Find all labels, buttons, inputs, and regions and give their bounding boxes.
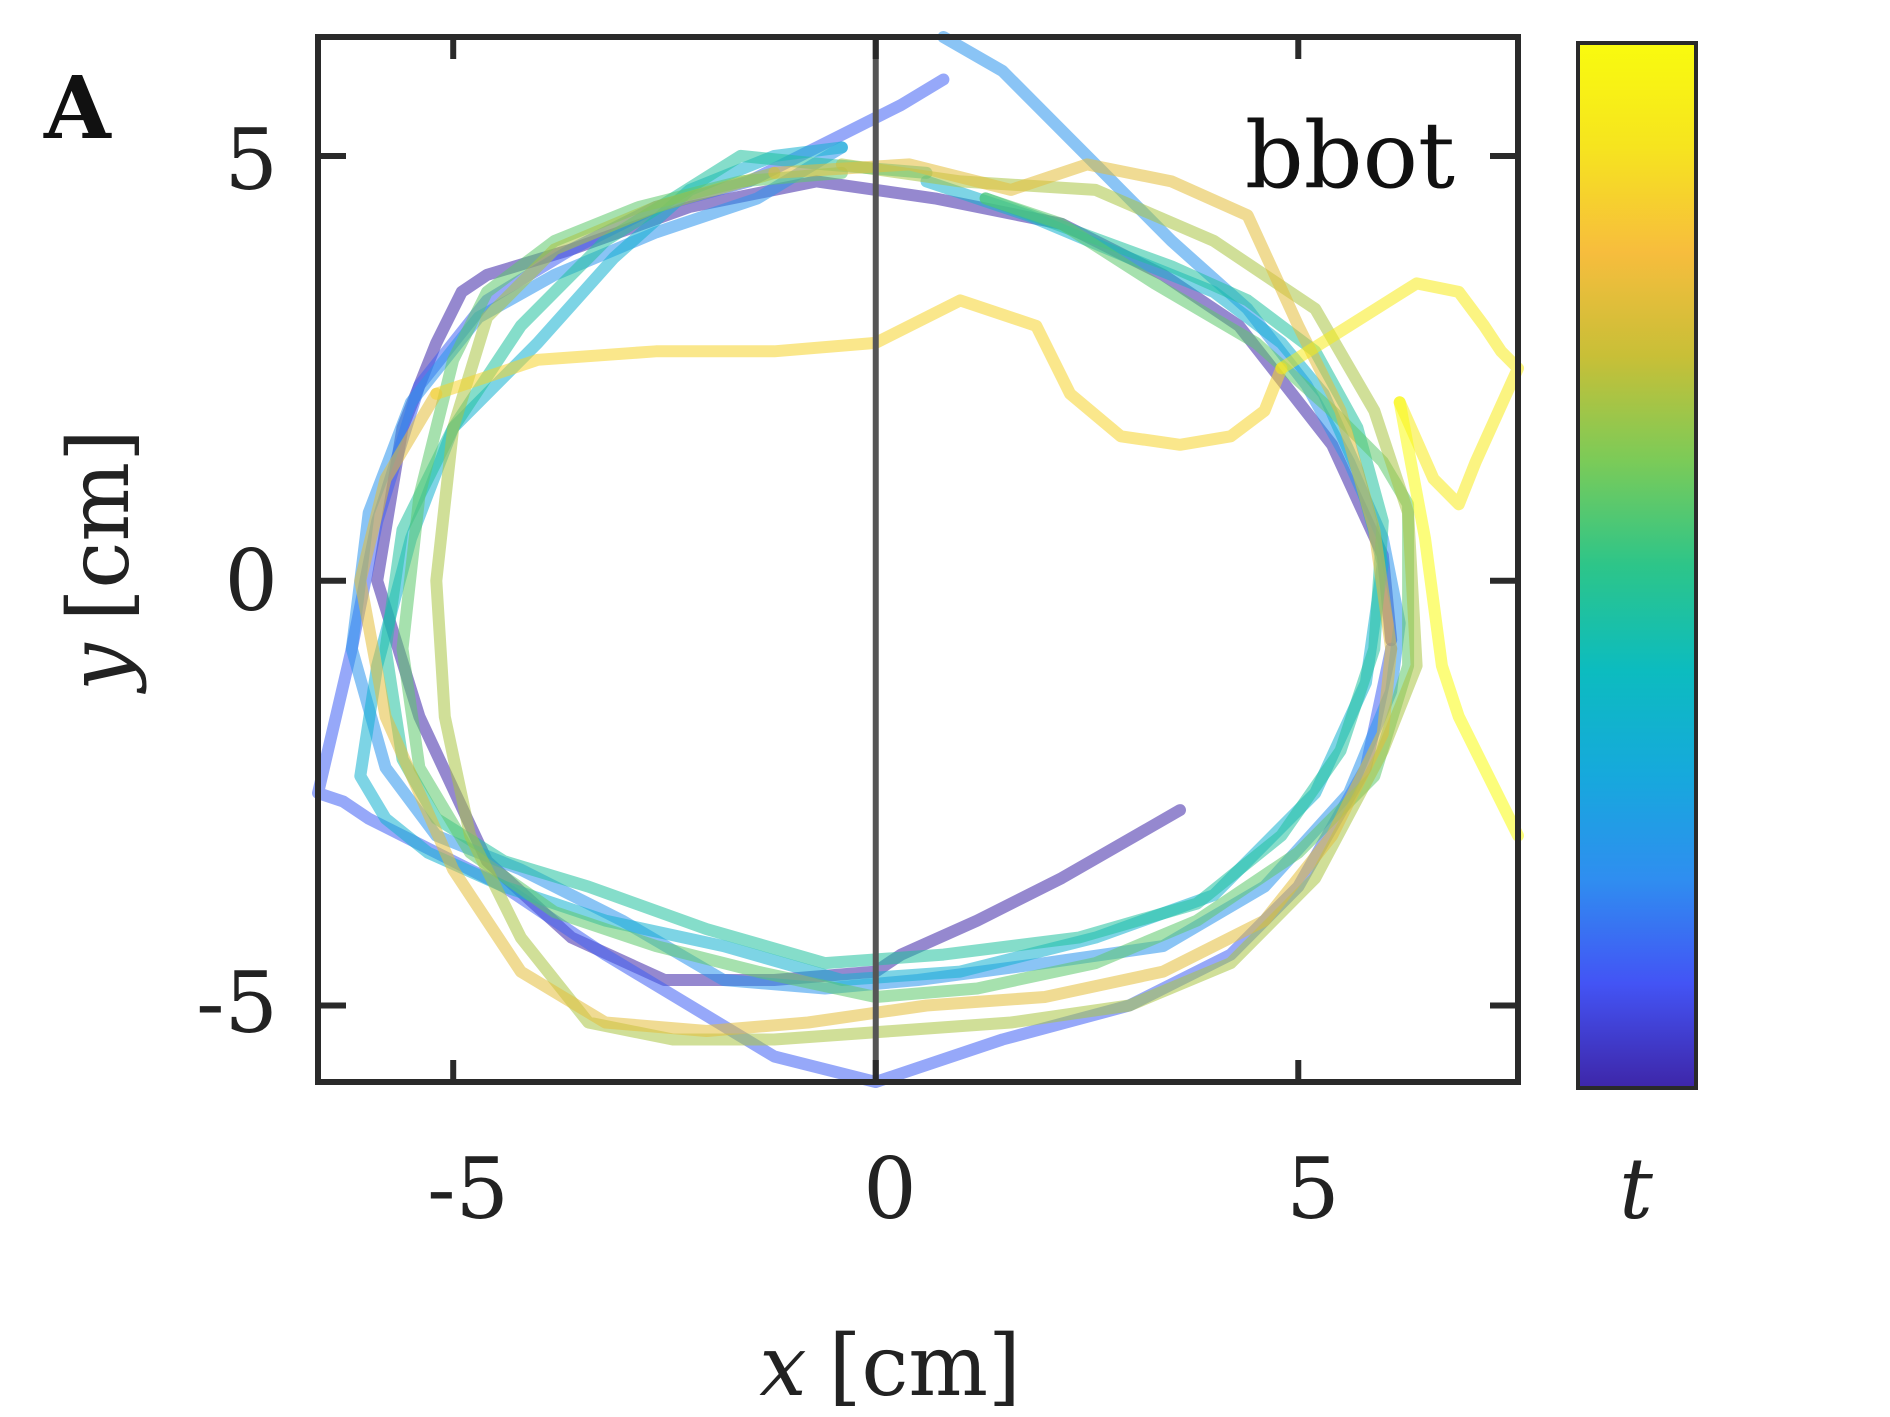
y-axis-label: y [cm]: [50, 429, 148, 695]
x-axis-variable: x: [759, 1317, 806, 1415]
trajectory-segment-9: [1275, 277, 1524, 511]
x-tick-label: -5: [427, 1140, 509, 1238]
x-tick-label: 0: [863, 1140, 916, 1238]
x-axis-label: x [cm]: [759, 1317, 1021, 1415]
panel-label: A: [43, 58, 112, 159]
trajectory-segment-8: [430, 294, 1288, 451]
colorbar-label: t: [1619, 1140, 1653, 1238]
y-tick-label: 0: [225, 532, 278, 630]
axis-ticks: [318, 37, 1518, 1082]
trajectory-segment-10: [1393, 396, 1524, 842]
y-axis-unit: [cm]: [50, 429, 148, 621]
trajectory-segment-7: [354, 158, 1398, 1037]
y-tick-label: 5: [225, 111, 278, 209]
trajectory-segment-6: [430, 158, 1423, 1046]
trajectory-segment-3: [354, 141, 1389, 986]
x-tick-label: 5: [1286, 1140, 1339, 1238]
annotation-label: bbot: [1245, 102, 1455, 209]
plot-frame: [315, 34, 1521, 1085]
x-axis-unit: [cm]: [829, 1317, 1021, 1415]
y-axis-variable: y: [50, 642, 148, 695]
colorbar: [1576, 41, 1698, 1090]
y-tick-label: -5: [196, 954, 278, 1052]
